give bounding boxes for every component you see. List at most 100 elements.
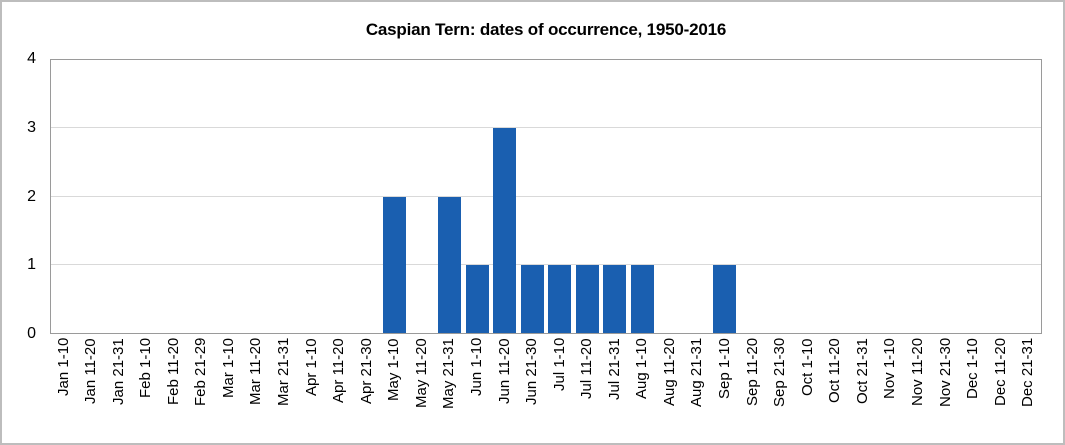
bar-slot: [326, 60, 354, 333]
x-tick-label: Aug 11-20: [660, 338, 678, 407]
x-tick-label: Jul 1-10: [550, 338, 568, 392]
x-slot: Aug 11-20: [656, 338, 684, 438]
x-slot: Jun 1-10: [463, 338, 491, 438]
x-tick-label: Feb 21-29: [192, 338, 210, 407]
x-tick-label: Jun 11-20: [495, 338, 513, 404]
bar-slot: [876, 60, 904, 333]
x-tick-label: Apr 21-30: [357, 338, 375, 404]
bar-slot: [821, 60, 849, 333]
bar-slot: [546, 60, 574, 333]
bar-slot: [904, 60, 932, 333]
bar-slot: [766, 60, 794, 333]
x-slot: Mar 11-20: [243, 338, 271, 438]
x-tick-label: Feb 11-20: [164, 338, 182, 406]
x-tick-label: Dec 11-20: [991, 338, 1009, 407]
x-slot: Dec 21-31: [1015, 338, 1043, 438]
x-tick-label: Apr 1-10: [302, 338, 320, 396]
x-tick-label: Mar 11-20: [247, 338, 265, 406]
x-slot: Jan 21-31: [105, 338, 133, 438]
bar-slot: [931, 60, 959, 333]
bar: [548, 264, 572, 333]
bar-slot: [79, 60, 107, 333]
bar-slot: [519, 60, 547, 333]
y-tick-label: 1: [27, 256, 36, 274]
bar-slot: [684, 60, 712, 333]
bar-slot: [354, 60, 382, 333]
bar-slot: [161, 60, 189, 333]
bar-slot: [134, 60, 162, 333]
x-tick-label: Jan 1-10: [54, 338, 72, 397]
y-tick-label: 2: [27, 187, 36, 205]
x-slot: Feb 21-29: [188, 338, 216, 438]
x-tick-label: Mar 1-10: [219, 338, 237, 399]
x-slot: May 1-10: [381, 338, 409, 438]
x-tick-label: Sep 1-10: [716, 338, 734, 399]
x-slot: Feb 1-10: [133, 338, 161, 438]
x-tick-label: May 11-20: [412, 338, 430, 408]
x-slot: Apr 11-20: [326, 338, 354, 438]
bar: [575, 264, 599, 333]
x-tick-label: Jan 11-20: [82, 338, 100, 404]
x-tick-label: Nov 21-30: [936, 338, 954, 408]
bar: [603, 264, 627, 333]
x-slot: Mar 1-10: [215, 338, 243, 438]
bar-slot: [1014, 60, 1042, 333]
x-tick-label: Oct 11-20: [826, 338, 844, 403]
bar-slot: [51, 60, 79, 333]
x-slot: Nov 11-20: [904, 338, 932, 438]
bar-slot: [436, 60, 464, 333]
x-slot: May 21-31: [436, 338, 464, 438]
bar-slot: [409, 60, 437, 333]
plot-area: [50, 59, 1042, 334]
bar-slot: [106, 60, 134, 333]
bar-slot: [601, 60, 629, 333]
bar: [630, 264, 654, 333]
x-slot: Jul 21-31: [601, 338, 629, 438]
bar-slot: [656, 60, 684, 333]
x-slot: Oct 11-20: [822, 338, 850, 438]
bar-slot: [794, 60, 822, 333]
x-tick-label: May 1-10: [385, 338, 403, 401]
bar: [713, 264, 737, 333]
bar: [465, 264, 489, 333]
x-slot: Feb 11-20: [160, 338, 188, 438]
x-slot: Aug 21-31: [684, 338, 712, 438]
x-tick-label: Jun 21-30: [523, 338, 541, 405]
gridline-y3: [51, 127, 1041, 129]
y-tick-label: 4: [27, 50, 36, 67]
x-slot: Jun 11-20: [491, 338, 519, 438]
bar-slot: [986, 60, 1014, 333]
x-tick-label: May 21-31: [440, 338, 458, 409]
bar-slot: [711, 60, 739, 333]
bar-slot: [491, 60, 519, 333]
x-slot: Oct 1-10: [794, 338, 822, 438]
x-tick-label: Nov 11-20: [908, 338, 926, 407]
x-slot: Jul 11-20: [574, 338, 602, 438]
x-tick-label: Aug 1-10: [633, 338, 651, 399]
bar-slot: [849, 60, 877, 333]
bar-slot: [244, 60, 272, 333]
bar-slot: [271, 60, 299, 333]
x-slot: Sep 21-30: [767, 338, 795, 438]
x-slot: Nov 21-30: [932, 338, 960, 438]
x-tick-label: Jun 1-10: [467, 338, 485, 397]
x-slot: Apr 21-30: [353, 338, 381, 438]
x-slot: May 11-20: [408, 338, 436, 438]
gridline-y2: [51, 195, 1041, 197]
y-tick-label: 0: [27, 325, 36, 342]
gridline-y1: [51, 263, 1041, 265]
bar-slot: [299, 60, 327, 333]
x-slot: Jun 21-30: [519, 338, 547, 438]
bar: [493, 128, 517, 333]
x-tick-label: Dec 1-10: [964, 338, 982, 399]
bar-slot: [189, 60, 217, 333]
x-slot: Sep 11-20: [739, 338, 767, 438]
x-tick-label: Jan 21-31: [109, 338, 127, 405]
x-slot: Jan 11-20: [78, 338, 106, 438]
bar-slot: [464, 60, 492, 333]
chart-title: Caspian Tern: dates of occurrence, 1950-…: [365, 20, 727, 39]
x-tick-label: Oct 21-31: [853, 338, 871, 404]
bar-slot: [381, 60, 409, 333]
x-tick-label: Oct 1-10: [798, 338, 816, 396]
bar: [383, 196, 407, 333]
